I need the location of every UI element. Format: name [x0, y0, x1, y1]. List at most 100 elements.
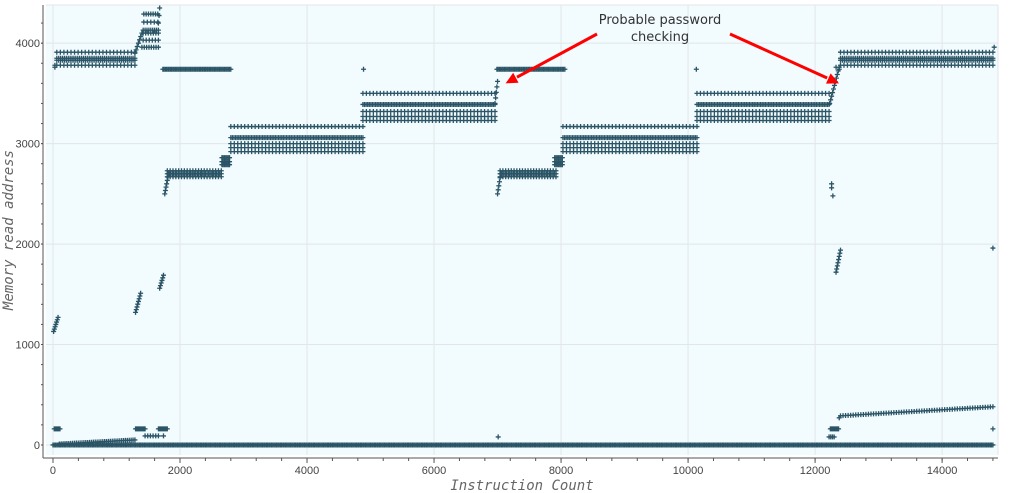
- y-tick-label: 4000: [16, 38, 40, 50]
- data-point: [493, 89, 499, 95]
- data-point: [833, 64, 839, 70]
- data-point: [157, 283, 163, 289]
- data-point: [160, 275, 166, 281]
- data-point: [827, 100, 833, 106]
- data-point: [834, 72, 840, 78]
- x-tick-label: 4000: [295, 465, 319, 477]
- annotation-line-1: Probable password: [599, 13, 722, 28]
- data-point: [137, 37, 143, 43]
- y-tick-label: 1000: [16, 340, 40, 352]
- data-point: [829, 93, 835, 99]
- data-point: [990, 245, 996, 251]
- data-point: [830, 90, 836, 96]
- data-point: [360, 124, 366, 130]
- data-point: [132, 437, 138, 443]
- data-point: [495, 78, 501, 84]
- data-point: [135, 301, 141, 307]
- data-point: [157, 5, 163, 11]
- x-tick-label: 12000: [800, 465, 831, 477]
- data-point: [836, 415, 842, 421]
- axes: 0 2000 4000 6000 8000 10000 12000 14000 0 1000 200…: [16, 4, 999, 477]
- x-tick-label: 6000: [422, 465, 446, 477]
- data-point: [155, 30, 161, 36]
- annotation-arrow: [516, 32, 598, 79]
- data-point: [829, 185, 835, 191]
- data-point: [990, 49, 996, 55]
- data-point: [694, 149, 700, 155]
- data-point: [361, 66, 367, 72]
- annotation-arrow: [729, 32, 828, 80]
- y-tick-label: 3000: [16, 139, 40, 151]
- data-point: [828, 97, 834, 103]
- data-point: [134, 304, 140, 310]
- data-point: [228, 66, 234, 72]
- data-point: [133, 309, 139, 315]
- data-point: [833, 75, 839, 81]
- data-point: [836, 66, 842, 72]
- data-point: [51, 326, 57, 332]
- data-point: [990, 442, 996, 448]
- data-point: [495, 434, 501, 440]
- data-point: [132, 57, 138, 63]
- data-point: [132, 50, 138, 56]
- data-point: [218, 174, 224, 180]
- data-point: [138, 33, 144, 39]
- x-tick-label: 14000: [927, 465, 958, 477]
- data-point: [360, 135, 366, 141]
- data-point: [160, 272, 166, 278]
- data-point: [155, 20, 161, 26]
- data-point: [562, 66, 568, 72]
- y-tick-label: 0: [34, 440, 40, 452]
- y-tick-label: 2000: [16, 239, 40, 251]
- data-point: [492, 108, 498, 114]
- data-point: [492, 100, 498, 106]
- data-point: [831, 86, 837, 92]
- data-point: [493, 95, 499, 101]
- data-point: [360, 149, 366, 155]
- data-point: [990, 426, 996, 432]
- data-point: [694, 124, 700, 130]
- data-point: [836, 426, 842, 432]
- data-point: [826, 90, 832, 96]
- data-point: [158, 280, 164, 286]
- data-point: [135, 40, 141, 46]
- data-point: [51, 328, 57, 334]
- data-point: [138, 290, 144, 296]
- data-point: [498, 171, 504, 177]
- data-point: [157, 285, 163, 291]
- data-point: [136, 296, 142, 302]
- data-point: [990, 404, 996, 410]
- data-point: [494, 84, 500, 90]
- data-point: [53, 321, 59, 327]
- data-point: [693, 66, 699, 72]
- data-point: [160, 433, 166, 439]
- x-tick-label: 0: [50, 465, 56, 477]
- data-points: [50, 5, 997, 448]
- data-point: [52, 324, 58, 330]
- x-tick-label: 2000: [168, 465, 192, 477]
- data-point: [137, 293, 143, 299]
- data-point: [990, 57, 996, 63]
- x-tick-label: 8000: [549, 465, 573, 477]
- data-point: [54, 319, 60, 325]
- data-point: [142, 426, 148, 432]
- data-point: [156, 13, 162, 19]
- data-point: [155, 44, 161, 50]
- annotation: Probable password checking: [505, 13, 839, 84]
- x-axis-label: Instruction Count: [450, 478, 593, 493]
- data-point: [830, 193, 836, 199]
- data-point: [55, 314, 61, 320]
- data-point: [135, 298, 141, 304]
- data-point: [139, 30, 145, 36]
- annotation-arrows: [505, 32, 839, 84]
- plot-area: [46, 5, 998, 455]
- data-point: [132, 62, 138, 68]
- data-point: [52, 62, 58, 68]
- data-point: [155, 433, 161, 439]
- data-point: [155, 37, 161, 43]
- data-point: [54, 317, 60, 323]
- data-point: [164, 426, 170, 432]
- data-point: [553, 174, 559, 180]
- data-point: [133, 47, 139, 53]
